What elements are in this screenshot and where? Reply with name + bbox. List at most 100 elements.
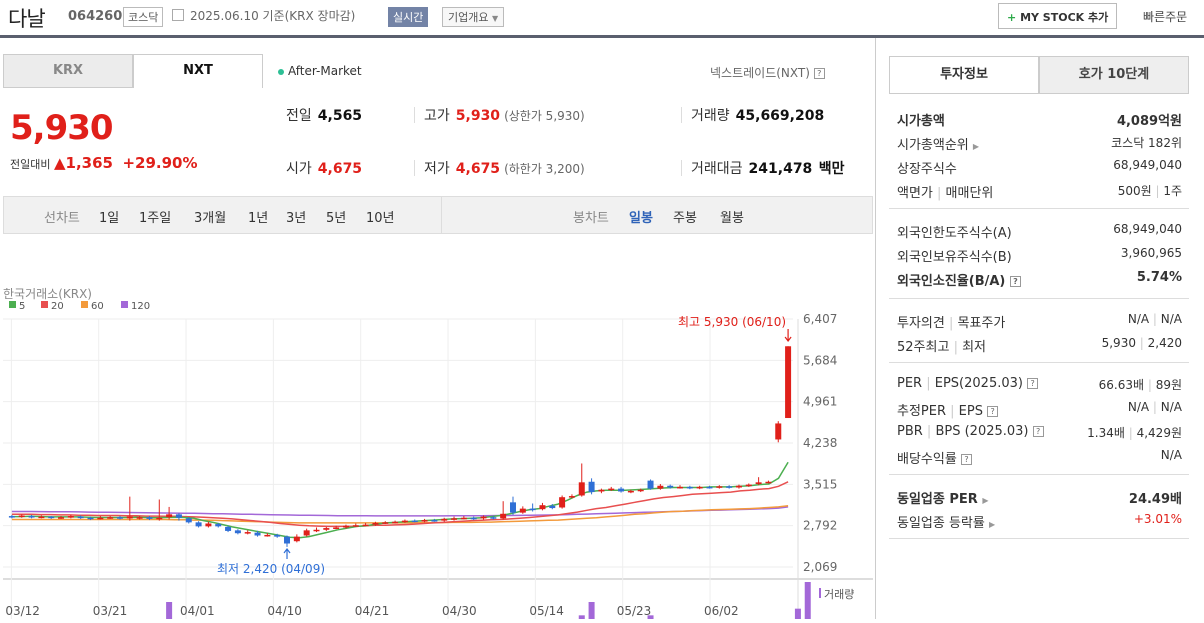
candle-body [401, 520, 408, 523]
legend-label: 5 [19, 301, 25, 312]
period-monthly[interactable]: 월봉 [720, 211, 744, 226]
volume-label: 거래량 [824, 588, 854, 601]
value: 24.49배 [1128, 492, 1182, 507]
candle-body [58, 517, 65, 519]
period-3y[interactable]: 3년 [286, 211, 307, 226]
candle-body [775, 423, 782, 440]
row-shares: 상장주식수 68,949,040 [897, 158, 1182, 177]
price-panel: KRX NXT After-Market 넥스트레이드(NXT) ? 5,930… [0, 38, 876, 623]
candle-body [686, 486, 693, 489]
candle-body [313, 529, 320, 532]
row-opinion: 투자의견 | 목표주가 N/A | N/A [897, 312, 1182, 331]
candle-body [559, 497, 566, 508]
x-tick-label: 04/01 [180, 604, 215, 618]
stat-low: 저가 4,675 (하한가 3,200) [424, 158, 585, 178]
divider [681, 107, 682, 123]
period-1w[interactable]: 1주일 [139, 211, 172, 226]
label: 배당수익률 [897, 452, 957, 467]
high-annotation: 최고 5,930 (06/10) [678, 315, 786, 329]
quick-order-link[interactable]: 빠른주문 [1143, 10, 1188, 24]
help-icon[interactable]: ? [960, 454, 972, 465]
x-tick-label: 04/10 [267, 604, 302, 618]
label: 외국인한도주식수(A) [897, 226, 1012, 241]
candle-body [274, 534, 281, 537]
label: PER [897, 376, 923, 391]
candle-body [618, 488, 625, 492]
help-icon[interactable]: ? [1027, 378, 1039, 389]
period-weekly[interactable]: 주봉 [673, 211, 697, 226]
value: +3.01% [1133, 512, 1182, 526]
realtime-button[interactable]: 실시간 [388, 7, 429, 27]
row-cap-rank[interactable]: 시가총액순위 ▶ 코스닥 182위 [897, 134, 1182, 153]
change-percent: +29.90% [122, 154, 198, 172]
help-icon[interactable]: ? [813, 68, 825, 79]
price-change: 전일대비 ▲1,365 +29.90% [10, 154, 198, 172]
candle-body [254, 532, 261, 536]
candle-chart-label: 봉차트 [573, 211, 609, 226]
candle-body [352, 525, 359, 527]
period-3m[interactable]: 3개월 [194, 211, 227, 226]
candle-body [67, 516, 74, 518]
label2: 매매단위 [945, 186, 994, 201]
label: PBR [897, 424, 923, 439]
period-daily[interactable]: 일봉 [629, 211, 653, 226]
period-5y[interactable]: 5년 [326, 211, 347, 226]
stat-value: 4,675 [317, 161, 363, 177]
row-industry-per[interactable]: 동일업종 PER ▶ 24.49배 [897, 488, 1182, 507]
divider [414, 107, 415, 123]
label: 액면가 [897, 186, 933, 201]
candle-body [745, 484, 752, 487]
company-info-dropdown[interactable]: 기업개요 ▼ [442, 7, 505, 27]
candle-body [303, 530, 310, 536]
label: 외국인소진율(B/A) [897, 274, 1006, 289]
x-tick-label: 03/21 [93, 604, 128, 618]
line-chart-label: 선차트 [44, 211, 80, 226]
label: 외국인보유주식수(B) [897, 250, 1012, 265]
candle-body [107, 517, 114, 519]
row-industry-rate[interactable]: 동일업종 등락률 ▶ +3.01% [897, 512, 1182, 531]
candle-body [156, 517, 163, 520]
stat-label: 거래대금 [691, 161, 743, 177]
stat-amount: 거래대금 241,478 백만 [691, 158, 845, 178]
candle-body [509, 502, 516, 513]
stat-label: 고가 [424, 108, 450, 124]
tab-hoga-10[interactable]: 호가 10단계 [1039, 56, 1189, 94]
candle-body [539, 505, 546, 510]
period-10y[interactable]: 10년 [366, 211, 395, 226]
row-foreign-hold: 외국인보유주식수(B) 3,960,965 [897, 246, 1182, 265]
stat-sub: (하한가 3,200) [504, 162, 585, 176]
y-tick-label: 5,684 [803, 353, 837, 367]
candle-body [637, 489, 644, 492]
value2: 1주 [1163, 184, 1182, 198]
high-arrow-icon [784, 329, 792, 342]
divider [889, 362, 1189, 363]
nextrade-link[interactable]: 넥스트레이드(NXT) ? [710, 64, 825, 81]
y-tick-label: 3,515 [803, 477, 837, 491]
tab-invest-info[interactable]: 투자정보 [889, 56, 1039, 94]
candle-body [38, 516, 45, 519]
candle-body [608, 488, 615, 491]
candle-body [500, 513, 507, 519]
row-est-per: 추정PER | EPS ? N/A | N/A [897, 400, 1182, 419]
candle-body [234, 530, 241, 534]
candle-body [785, 346, 792, 419]
stat-value: 241,478 [748, 161, 813, 177]
stock-chart[interactable]: 한국거래소(KRX) 5 20 60 120 6,407 5,684 4,961 4,238 3,… [3, 237, 873, 623]
help-icon[interactable]: ? [1032, 426, 1044, 437]
tab-krx[interactable]: KRX [3, 54, 133, 88]
period-bar: 선차트 1일 1주일 3개월 1년 3년 5년 10년 봉차트 일봉 주봉 월봉 [3, 196, 873, 234]
period-1y[interactable]: 1년 [248, 211, 269, 226]
candle-body [372, 522, 379, 525]
help-icon[interactable]: ? [987, 406, 999, 417]
help-icon[interactable]: ? [1009, 276, 1021, 287]
period-1d[interactable]: 1일 [99, 211, 120, 226]
value: 66.63배 [1098, 378, 1145, 392]
top-header: 다날 064260 코스닥 2025.06.10 기준(KRX 장마감) 실시간… [0, 0, 1204, 38]
my-stock-add-button[interactable]: + MY STOCK 추가 [998, 3, 1118, 29]
x-tick-label: 05/14 [529, 604, 564, 618]
volume-bar [804, 582, 811, 623]
candle-body [765, 481, 772, 484]
candle-body [460, 517, 467, 520]
tab-nxt[interactable]: NXT [133, 54, 263, 88]
candle-body [657, 485, 664, 489]
